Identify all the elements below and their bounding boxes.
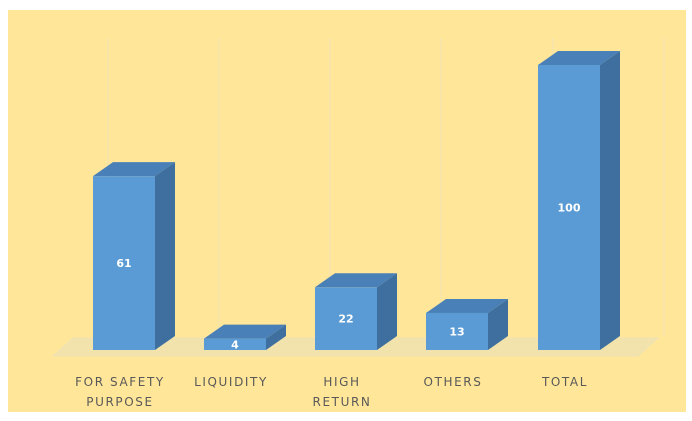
bar — [315, 273, 397, 350]
data-label: 13 — [449, 325, 464, 338]
chart-area: 61 FOR SAFETY PURPOSE 4 LIQUIDITY 22 HIGH RETUR… — [8, 10, 686, 412]
bar-top — [93, 162, 175, 177]
bar-front — [426, 312, 488, 350]
bar-front — [93, 176, 155, 350]
bar-top — [315, 273, 397, 288]
category-label: HIGH — [323, 375, 360, 389]
bar — [538, 51, 620, 350]
category-label: FOR SAFETY — [75, 375, 165, 389]
category-label: PURPOSE — [86, 395, 153, 409]
labels: 61 FOR SAFETY PURPOSE 4 LIQUIDITY 22 HIGH RETUR… — [75, 202, 588, 410]
bars — [93, 51, 620, 350]
bar-front — [315, 287, 377, 350]
bar-side — [266, 324, 286, 350]
category-label: TOTAL — [541, 375, 588, 389]
data-label: 100 — [558, 202, 581, 215]
category-label: RETURN — [313, 395, 372, 409]
data-label: 4 — [231, 338, 239, 351]
bar — [93, 162, 175, 350]
bar-chart: 61 FOR SAFETY PURPOSE 4 LIQUIDITY 22 HIGH RETUR… — [51, 38, 665, 410]
bar-front — [538, 65, 600, 350]
bar-side — [600, 51, 620, 350]
data-label: 22 — [338, 313, 353, 326]
bar — [426, 298, 508, 350]
bar-top — [426, 298, 508, 313]
bar-front — [204, 338, 266, 350]
bar-top — [538, 51, 620, 65]
bar-side — [488, 298, 508, 350]
category-label: OTHERS — [424, 375, 483, 389]
category-label: LIQUIDITY — [194, 375, 268, 389]
bar-side — [377, 273, 397, 350]
data-label: 61 — [116, 257, 131, 270]
bar — [204, 324, 286, 350]
bar-side — [155, 162, 175, 350]
bar-top — [204, 324, 286, 339]
